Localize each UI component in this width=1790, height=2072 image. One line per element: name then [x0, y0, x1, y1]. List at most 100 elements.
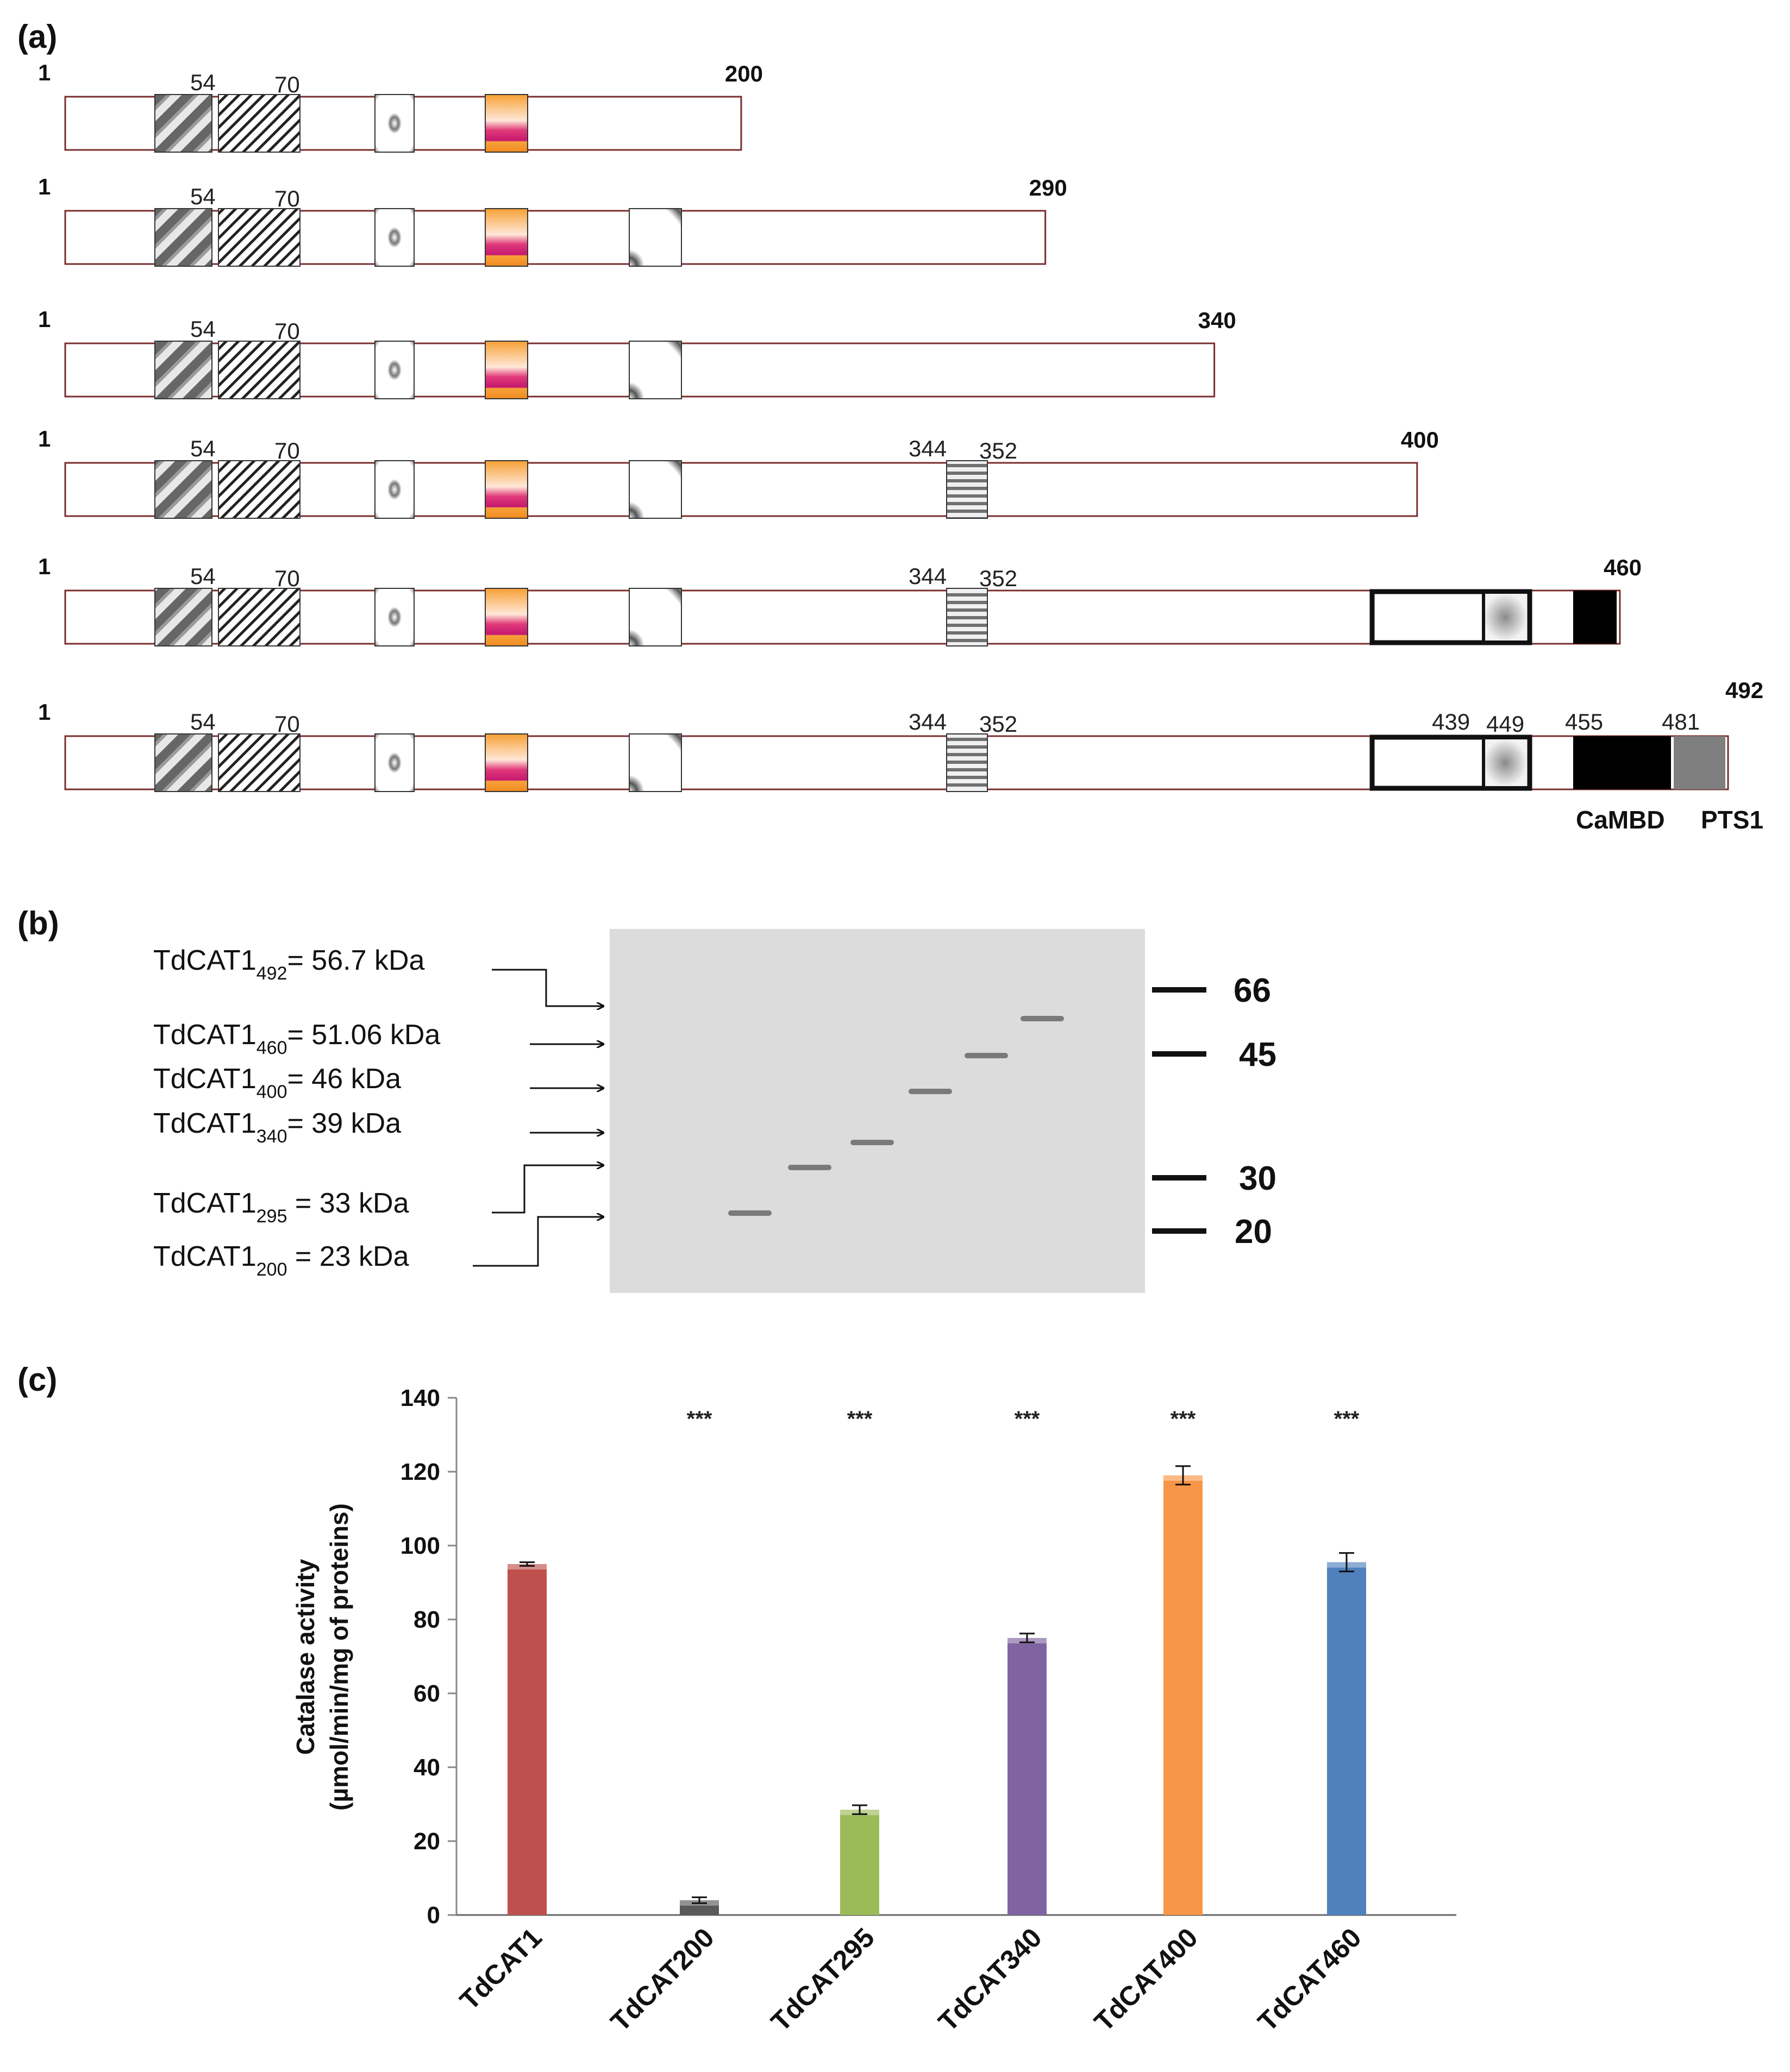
- hatch-motif: [218, 460, 301, 519]
- gel-size-label: TdCAT1340= 39 kDa: [153, 1108, 401, 1147]
- construct-subscript: 460: [256, 1038, 287, 1058]
- construct-start-label: 1: [38, 60, 51, 85]
- gel-image: [610, 929, 1145, 1293]
- grad-motif: [485, 94, 528, 153]
- position-label: 70: [274, 72, 300, 97]
- construct-end-label: 340: [1198, 307, 1236, 333]
- construct-row: 1 400 54 70 344 352: [38, 426, 1439, 519]
- arrow-icon: [473, 1217, 603, 1267]
- construct-end-label: 400: [1401, 427, 1439, 453]
- construct-subscript: 400: [256, 1082, 287, 1102]
- construct-start-label: 1: [38, 426, 51, 451]
- arc-motif: [629, 208, 682, 267]
- gel-band: [850, 1140, 894, 1145]
- hatch-motif: [218, 341, 301, 399]
- bar-tdcat1: [508, 1564, 547, 1915]
- panel-label-b: (b): [17, 905, 59, 941]
- category-label: TdCAT200: [605, 1922, 720, 2037]
- position-label: 70: [274, 438, 300, 463]
- marker-line: [1152, 987, 1206, 993]
- hatch-motif: [218, 94, 301, 153]
- target-motif: [374, 733, 415, 792]
- marker-label: 20: [1235, 1213, 1272, 1251]
- construct-diagrams: 1 200 54 70 1 290 54 70 1 340 54 70 1 400 54 70 344 352 1 4…: [38, 60, 1763, 834]
- position-label: 481: [1662, 709, 1700, 734]
- gel-size-label: TdCAT1460= 51.06 kDa: [153, 1019, 440, 1058]
- marker-line: [1152, 1228, 1206, 1234]
- stripes-motif: [946, 460, 988, 519]
- hatch-motif: [218, 588, 301, 646]
- construct-end-label: 290: [1029, 175, 1067, 200]
- marker-line: [1152, 1051, 1206, 1057]
- construct-name: TdCAT1: [153, 1241, 256, 1272]
- blur-motif: [1484, 594, 1527, 641]
- cambd-domain: [1573, 736, 1671, 789]
- position-label: 70: [274, 711, 300, 737]
- y-tick-label: 20: [414, 1828, 440, 1855]
- grad-motif: [485, 341, 528, 399]
- molecular-weight-markers: 66 45 30 20: [1152, 972, 1276, 1251]
- significance-marker: ***: [687, 1407, 712, 1431]
- target-motif: [374, 588, 415, 646]
- construct-row: 1 340 54 70: [38, 306, 1236, 399]
- construct-subscript: 200: [256, 1259, 287, 1280]
- category-label: TdCAT340: [932, 1922, 1048, 2037]
- stripes-motif: [946, 733, 988, 792]
- gel-band: [909, 1089, 952, 1094]
- position-label: 352: [979, 711, 1017, 737]
- stripes-motif: [946, 588, 988, 646]
- construct-row: 1 290 54 70: [38, 174, 1067, 267]
- arc-motif: [629, 588, 682, 646]
- diag-motif: [154, 460, 212, 519]
- gel-band: [728, 1210, 772, 1216]
- chart-bars: [508, 1465, 1366, 1915]
- bar-tdcat400: [1163, 1475, 1203, 1915]
- significance-marker: ***: [1171, 1407, 1196, 1431]
- marker-label: 66: [1234, 972, 1271, 1009]
- construct-mass: = 51.06 kDa: [287, 1019, 440, 1051]
- y-tick-label: 120: [400, 1459, 440, 1485]
- grad-motif: [485, 733, 528, 792]
- significance-marker: ***: [1334, 1407, 1360, 1431]
- panel-label-a: (a): [17, 18, 57, 55]
- construct-end-label: 492: [1725, 677, 1763, 703]
- y-axis-label: Catalase activity (µmol/min/mg of protein…: [291, 1503, 353, 1811]
- position-label: 54: [190, 709, 216, 734]
- gel-size-label: TdCAT1200 = 23 kDa: [153, 1241, 409, 1280]
- construct-mass: = 46 kDa: [287, 1063, 401, 1095]
- position-label: 54: [190, 436, 216, 461]
- arc-motif: [629, 341, 682, 399]
- position-label: 439: [1432, 709, 1470, 734]
- bar-tdcat340: [1007, 1638, 1047, 1915]
- y-tick-label: 140: [400, 1385, 440, 1411]
- position-label: 352: [979, 566, 1017, 591]
- position-label: 54: [190, 184, 216, 209]
- position-label: 344: [909, 709, 947, 734]
- gel-arrows: [473, 969, 603, 1267]
- position-label: 455: [1565, 709, 1603, 734]
- grad-motif: [485, 460, 528, 519]
- hatch-motif: [218, 208, 301, 267]
- bar-highlight: [508, 1564, 547, 1569]
- diag-motif: [154, 588, 212, 646]
- diag-motif: [154, 733, 212, 792]
- position-label: 70: [274, 186, 300, 211]
- pts1-domain: [1674, 736, 1725, 789]
- category-label: TdCAT460: [1252, 1922, 1367, 2037]
- position-label: 54: [190, 70, 216, 95]
- arrow-icon: [492, 969, 603, 1006]
- construct-mass: = 56.7 kDa: [287, 945, 424, 976]
- cambd-domain: [1573, 591, 1617, 644]
- gel-size-label: TdCAT1492= 56.7 kDa: [153, 945, 425, 984]
- construct-row: 1 200 54 70: [38, 60, 763, 153]
- gel-band: [1021, 1016, 1064, 1021]
- target-motif: [374, 460, 415, 519]
- construct-subscript: 492: [256, 963, 287, 984]
- y-tick-label: 0: [427, 1902, 440, 1929]
- position-label: 344: [909, 563, 947, 589]
- diag-motif: [154, 208, 212, 267]
- target-motif: [374, 94, 415, 153]
- y-tick-label: 80: [414, 1606, 440, 1633]
